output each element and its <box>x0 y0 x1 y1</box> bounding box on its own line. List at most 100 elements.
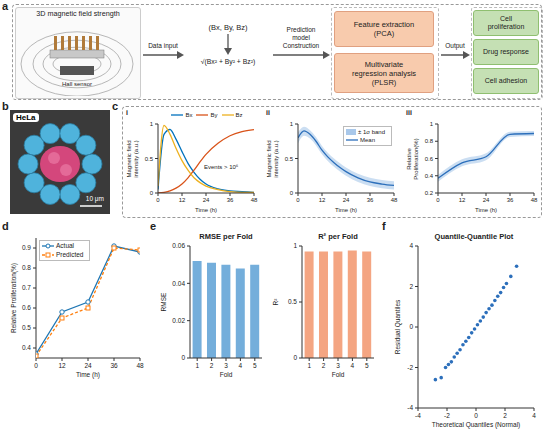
svg-text:2: 2 <box>322 362 326 369</box>
svg-text:5: 5 <box>253 362 257 369</box>
svg-text:36: 36 <box>227 197 234 203</box>
svg-text:0: 0 <box>150 190 154 196</box>
svg-text:1: 1 <box>150 121 154 127</box>
svg-text:36: 36 <box>367 197 374 203</box>
svg-text:4: 4 <box>532 412 536 419</box>
svg-text:1: 1 <box>290 121 294 127</box>
svg-text:48: 48 <box>531 197 538 203</box>
svg-text:0: 0 <box>436 197 440 203</box>
svg-text:0.02: 0.02 <box>172 317 185 324</box>
html-text:Construction: Construction <box>282 42 320 49</box>
svg-text:4: 4 <box>351 362 355 369</box>
html-text:Multivariate: Multivariate <box>364 59 404 69</box>
html-text:Actual: Actual <box>56 242 75 249</box>
svg-text:12: 12 <box>319 197 326 203</box>
svg-text:0.7: 0.7 <box>22 284 31 291</box>
svg-text:0.5: 0.5 <box>288 298 297 305</box>
svg-text:12: 12 <box>58 362 66 369</box>
html-text:RMSE: RMSE <box>160 292 168 312</box>
svg-text:24: 24 <box>84 362 92 369</box>
svg-text:36: 36 <box>507 197 514 203</box>
svg-text:24: 24 <box>483 197 490 203</box>
svg-text:Hall sensor: Hall sensor <box>62 81 92 87</box>
svg-text:0: 0 <box>34 362 38 369</box>
svg-text:1: 1 <box>195 362 199 369</box>
svg-text:24: 24 <box>203 197 210 203</box>
svg-text:0: 0 <box>181 354 185 361</box>
svg-text:-4: -4 <box>407 404 413 411</box>
svg-text:0: 0 <box>290 190 294 196</box>
svg-text:2: 2 <box>409 283 413 290</box>
html-text:Feature extraction: Feature extraction <box>353 20 415 29</box>
svg-text:-2: -2 <box>407 364 413 371</box>
html-text:Residual Quantiles: Residual Quantiles <box>394 299 402 355</box>
svg-text:4: 4 <box>239 362 243 369</box>
svg-text:48: 48 <box>136 362 144 369</box>
svg-text:-4: -4 <box>415 412 421 419</box>
svg-text:2: 2 <box>210 362 214 369</box>
svg-text:0: 0 <box>156 197 160 203</box>
svg-text:3: 3 <box>336 362 340 369</box>
html-text:proliferation: proliferation <box>487 23 525 30</box>
svg-text:-2: -2 <box>444 412 450 419</box>
svg-text:0: 0 <box>409 323 413 330</box>
html-text:Prediction: Prediction <box>286 26 316 33</box>
html-text:(PLSR): (PLSR) <box>371 77 397 87</box>
svg-text:0.9: 0.9 <box>22 244 31 251</box>
svg-text:0.2: 0.2 <box>425 190 434 196</box>
html-text:√(Bx² + By² + Bz²): √(Bx² + By² + Bz²) <box>200 58 256 65</box>
html-text:HeLa: HeLa <box>16 113 36 122</box>
html-text:a: a <box>2 0 9 12</box>
svg-text:24: 24 <box>343 197 350 203</box>
html-text:RMSE per Fold: RMSE per Fold <box>199 232 253 241</box>
svg-text:36: 36 <box>110 362 118 369</box>
svg-text:48: 48 <box>391 197 398 203</box>
html-text:Quantile-Quantile Plot: Quantile-Quantile Plot <box>434 232 514 241</box>
html-text:Relative Proliferation(%): Relative Proliferation(%) <box>10 263 18 333</box>
svg-text:0.04: 0.04 <box>172 280 185 287</box>
svg-text:0: 0 <box>293 354 297 361</box>
svg-text:1: 1 <box>293 242 297 249</box>
html-text:regression analysis: regression analysis <box>351 68 417 78</box>
html-text:d: d <box>2 220 9 232</box>
html-text:e: e <box>150 220 157 232</box>
svg-text:0: 0 <box>474 412 478 419</box>
html-text:(Bx, By, Bz): (Bx, By, Bz) <box>208 23 248 32</box>
html-text:Cell: Cell <box>500 14 512 22</box>
svg-text:5: 5 <box>365 362 369 369</box>
svg-text:12: 12 <box>459 197 466 203</box>
svg-text:0.4: 0.4 <box>425 173 434 179</box>
html-text:Fold: Fold <box>219 371 233 378</box>
svg-text:0.6: 0.6 <box>22 304 31 311</box>
html-text:Predicted: Predicted <box>56 250 84 258</box>
html-text:R² per Fold: R² per Fold <box>318 232 358 241</box>
svg-text:0.6: 0.6 <box>425 156 434 162</box>
svg-text:0.5: 0.5 <box>145 156 154 162</box>
html-text:Time (h): Time (h) <box>76 371 100 378</box>
svg-text:48: 48 <box>251 197 258 203</box>
html-text:Data input: Data input <box>148 42 178 49</box>
svg-text:0: 0 <box>296 197 300 203</box>
html-text:model: model <box>292 34 310 41</box>
html-text:Drug response: Drug response <box>483 47 529 55</box>
html-text:Output: Output <box>445 42 465 49</box>
svg-text:3: 3 <box>224 362 228 369</box>
svg-text:2: 2 <box>503 412 507 419</box>
svg-text:1: 1 <box>307 362 311 369</box>
svg-text:1: 1 <box>430 121 434 127</box>
svg-text:0.4: 0.4 <box>22 344 31 351</box>
html-text:(PCA): (PCA) <box>373 29 395 38</box>
svg-text:0.8: 0.8 <box>425 138 434 144</box>
html-text:c: c <box>112 100 119 112</box>
svg-text:0.5: 0.5 <box>22 324 31 331</box>
html-text:b: b <box>2 100 9 112</box>
html-text:Cell adhesion: Cell adhesion <box>484 76 528 84</box>
svg-text:4: 4 <box>409 242 413 249</box>
html-text:10 μm: 10 μm <box>85 195 104 202</box>
svg-text:0.06: 0.06 <box>172 242 185 249</box>
html-text:R²: R² <box>272 298 280 306</box>
svg-text:12: 12 <box>179 197 186 203</box>
html-text:3D magnetic field strength: 3D magnetic field strength <box>36 9 120 18</box>
svg-text:0.8: 0.8 <box>22 264 31 271</box>
svg-text:0.5: 0.5 <box>285 156 294 162</box>
